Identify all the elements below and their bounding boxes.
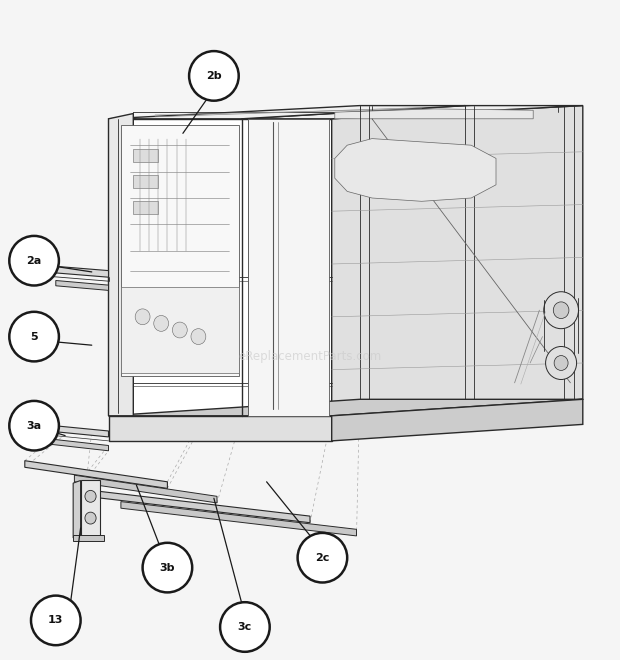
Polygon shape bbox=[248, 119, 329, 416]
Polygon shape bbox=[332, 399, 583, 441]
Polygon shape bbox=[34, 424, 108, 437]
Circle shape bbox=[135, 309, 150, 325]
Polygon shape bbox=[133, 175, 158, 188]
Polygon shape bbox=[108, 119, 332, 416]
Circle shape bbox=[85, 490, 96, 502]
Polygon shape bbox=[73, 535, 104, 541]
Text: 3a: 3a bbox=[27, 420, 42, 431]
Ellipse shape bbox=[143, 543, 192, 593]
Polygon shape bbox=[335, 139, 496, 201]
Polygon shape bbox=[25, 461, 167, 488]
Ellipse shape bbox=[189, 51, 239, 101]
Polygon shape bbox=[332, 106, 583, 416]
Polygon shape bbox=[121, 502, 356, 536]
Text: 3b: 3b bbox=[160, 562, 175, 573]
Circle shape bbox=[191, 329, 206, 345]
Polygon shape bbox=[108, 416, 332, 441]
Polygon shape bbox=[108, 399, 583, 416]
Text: 2a: 2a bbox=[27, 255, 42, 266]
Polygon shape bbox=[73, 480, 81, 538]
Polygon shape bbox=[50, 439, 108, 451]
Ellipse shape bbox=[9, 312, 59, 362]
Text: 5: 5 bbox=[30, 331, 38, 342]
Polygon shape bbox=[108, 114, 133, 416]
Text: 3c: 3c bbox=[238, 622, 252, 632]
Polygon shape bbox=[56, 280, 108, 290]
Circle shape bbox=[554, 356, 568, 370]
Polygon shape bbox=[335, 109, 533, 119]
Polygon shape bbox=[121, 287, 239, 373]
Polygon shape bbox=[133, 201, 158, 214]
Circle shape bbox=[544, 292, 578, 329]
Circle shape bbox=[85, 512, 96, 524]
Circle shape bbox=[172, 322, 187, 338]
Polygon shape bbox=[74, 475, 217, 503]
Text: 13: 13 bbox=[48, 615, 63, 626]
Polygon shape bbox=[81, 480, 100, 536]
Text: eReplacementParts.com: eReplacementParts.com bbox=[238, 350, 382, 363]
Polygon shape bbox=[108, 106, 583, 119]
Circle shape bbox=[546, 346, 577, 379]
Polygon shape bbox=[121, 125, 239, 376]
Circle shape bbox=[154, 315, 169, 331]
Ellipse shape bbox=[220, 602, 270, 652]
Polygon shape bbox=[43, 265, 108, 277]
Ellipse shape bbox=[9, 401, 59, 451]
Polygon shape bbox=[74, 488, 310, 523]
Ellipse shape bbox=[31, 595, 81, 645]
Polygon shape bbox=[133, 148, 158, 162]
Ellipse shape bbox=[9, 236, 59, 286]
Text: 2c: 2c bbox=[315, 552, 330, 563]
Text: 2b: 2b bbox=[206, 71, 222, 81]
Circle shape bbox=[553, 302, 569, 319]
Ellipse shape bbox=[298, 533, 347, 583]
